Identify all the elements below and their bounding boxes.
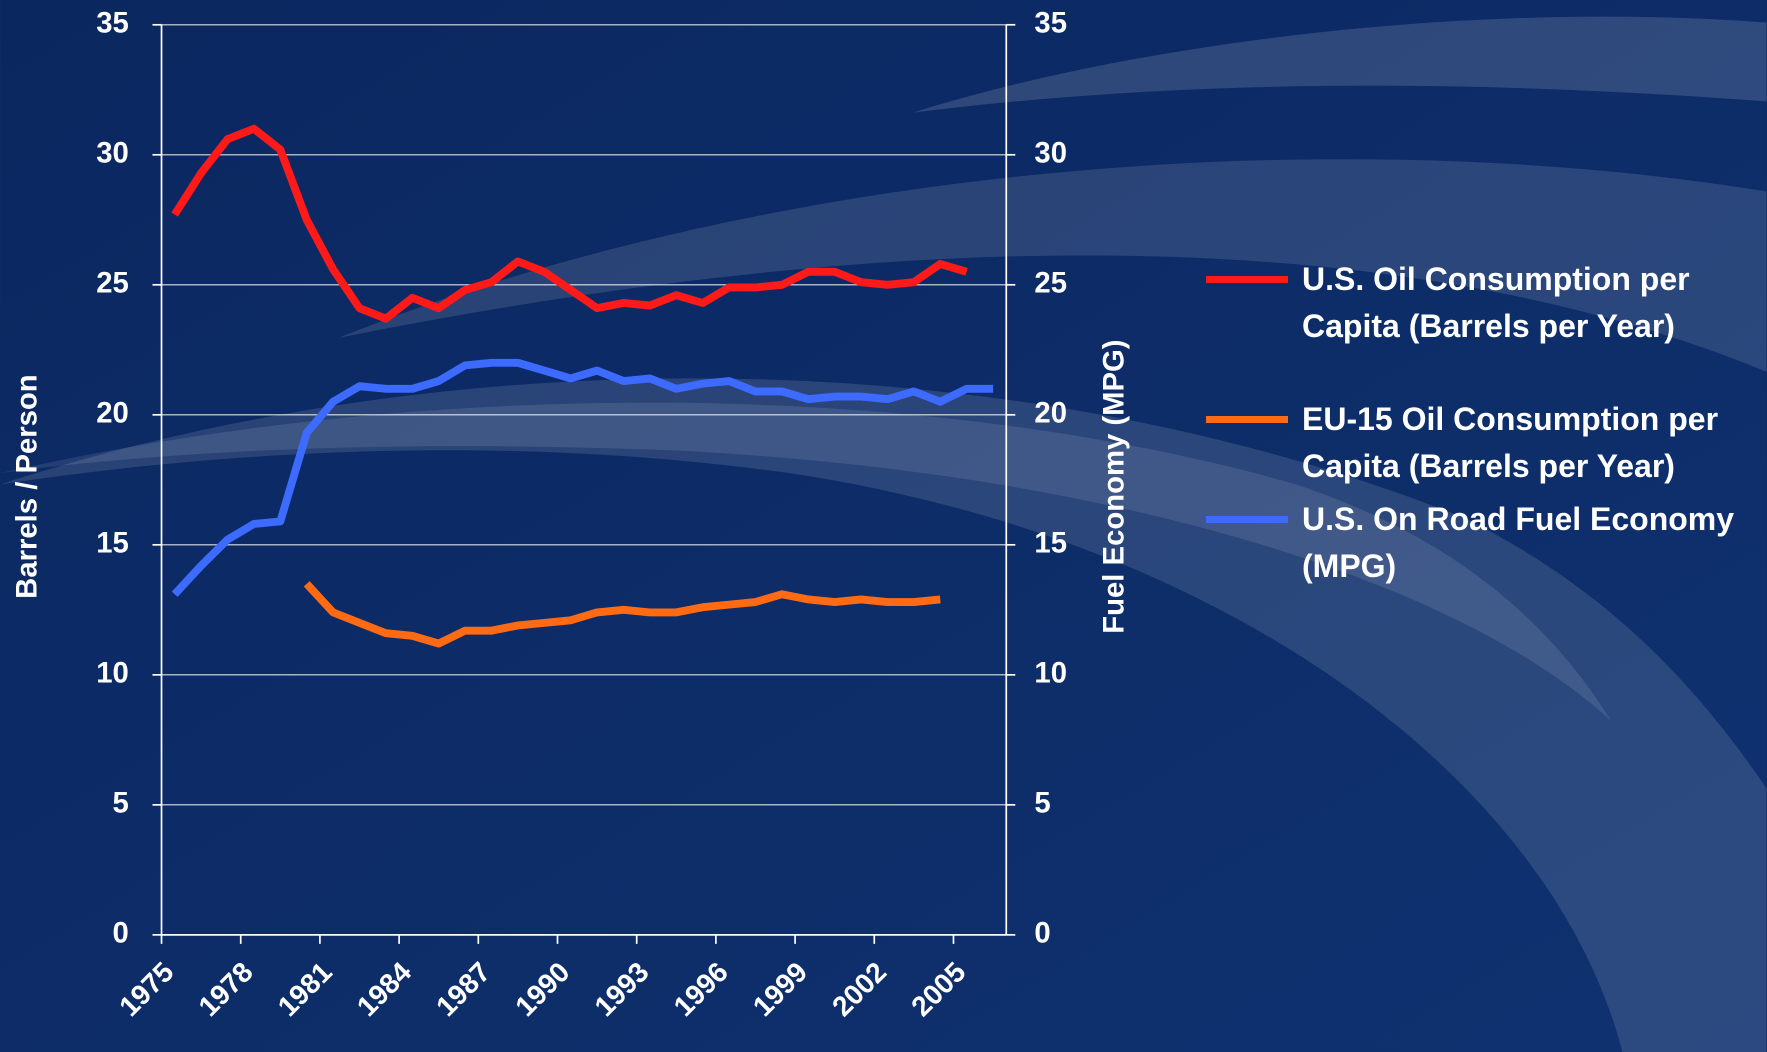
y-axis-title: Barrels / Person: [10, 374, 43, 598]
legend-swatch: [1206, 416, 1288, 423]
y-tick-label: 20: [96, 397, 129, 430]
y-tick-label: 25: [96, 267, 129, 300]
y2-tick-label: 10: [1034, 657, 1067, 690]
legend-swatch: [1206, 516, 1288, 523]
y-tick-label: 10: [96, 657, 129, 690]
y2-tick-label: 35: [1034, 7, 1067, 40]
y-tick-label: 0: [113, 917, 129, 950]
y2-tick-label: 5: [1034, 787, 1050, 820]
y-tick-label: 15: [96, 527, 129, 560]
y-tick-label: 5: [113, 787, 129, 820]
y-tick-label: 30: [96, 137, 129, 170]
y2-tick-label: 25: [1034, 267, 1067, 300]
y-tick-label: 35: [96, 7, 129, 40]
legend-swatch: [1206, 276, 1288, 283]
legend-label: EU-15 Oil Consumption per Capita (Barrel…: [1302, 401, 1718, 484]
legend-entry: U.S. Oil Consumption per Capita (Barrels…: [1206, 256, 1746, 350]
y2-axis-title: Fuel Economy (MPG): [1097, 339, 1130, 633]
legend-label: U.S. Oil Consumption per Capita (Barrels…: [1302, 261, 1690, 344]
legend: U.S. Oil Consumption per Capita (Barrels…: [1206, 256, 1746, 590]
legend-entry: U.S. On Road Fuel Economy (MPG): [1206, 496, 1746, 590]
page: {"chart_data": {"type": "line", "y_label…: [0, 0, 1767, 1052]
legend-label: U.S. On Road Fuel Economy (MPG): [1302, 501, 1734, 584]
legend-entry: EU-15 Oil Consumption per Capita (Barrel…: [1206, 396, 1746, 490]
y2-tick-label: 20: [1034, 397, 1067, 430]
y2-tick-label: 0: [1034, 917, 1050, 950]
y2-tick-label: 30: [1034, 137, 1067, 170]
y2-tick-label: 15: [1034, 527, 1067, 560]
